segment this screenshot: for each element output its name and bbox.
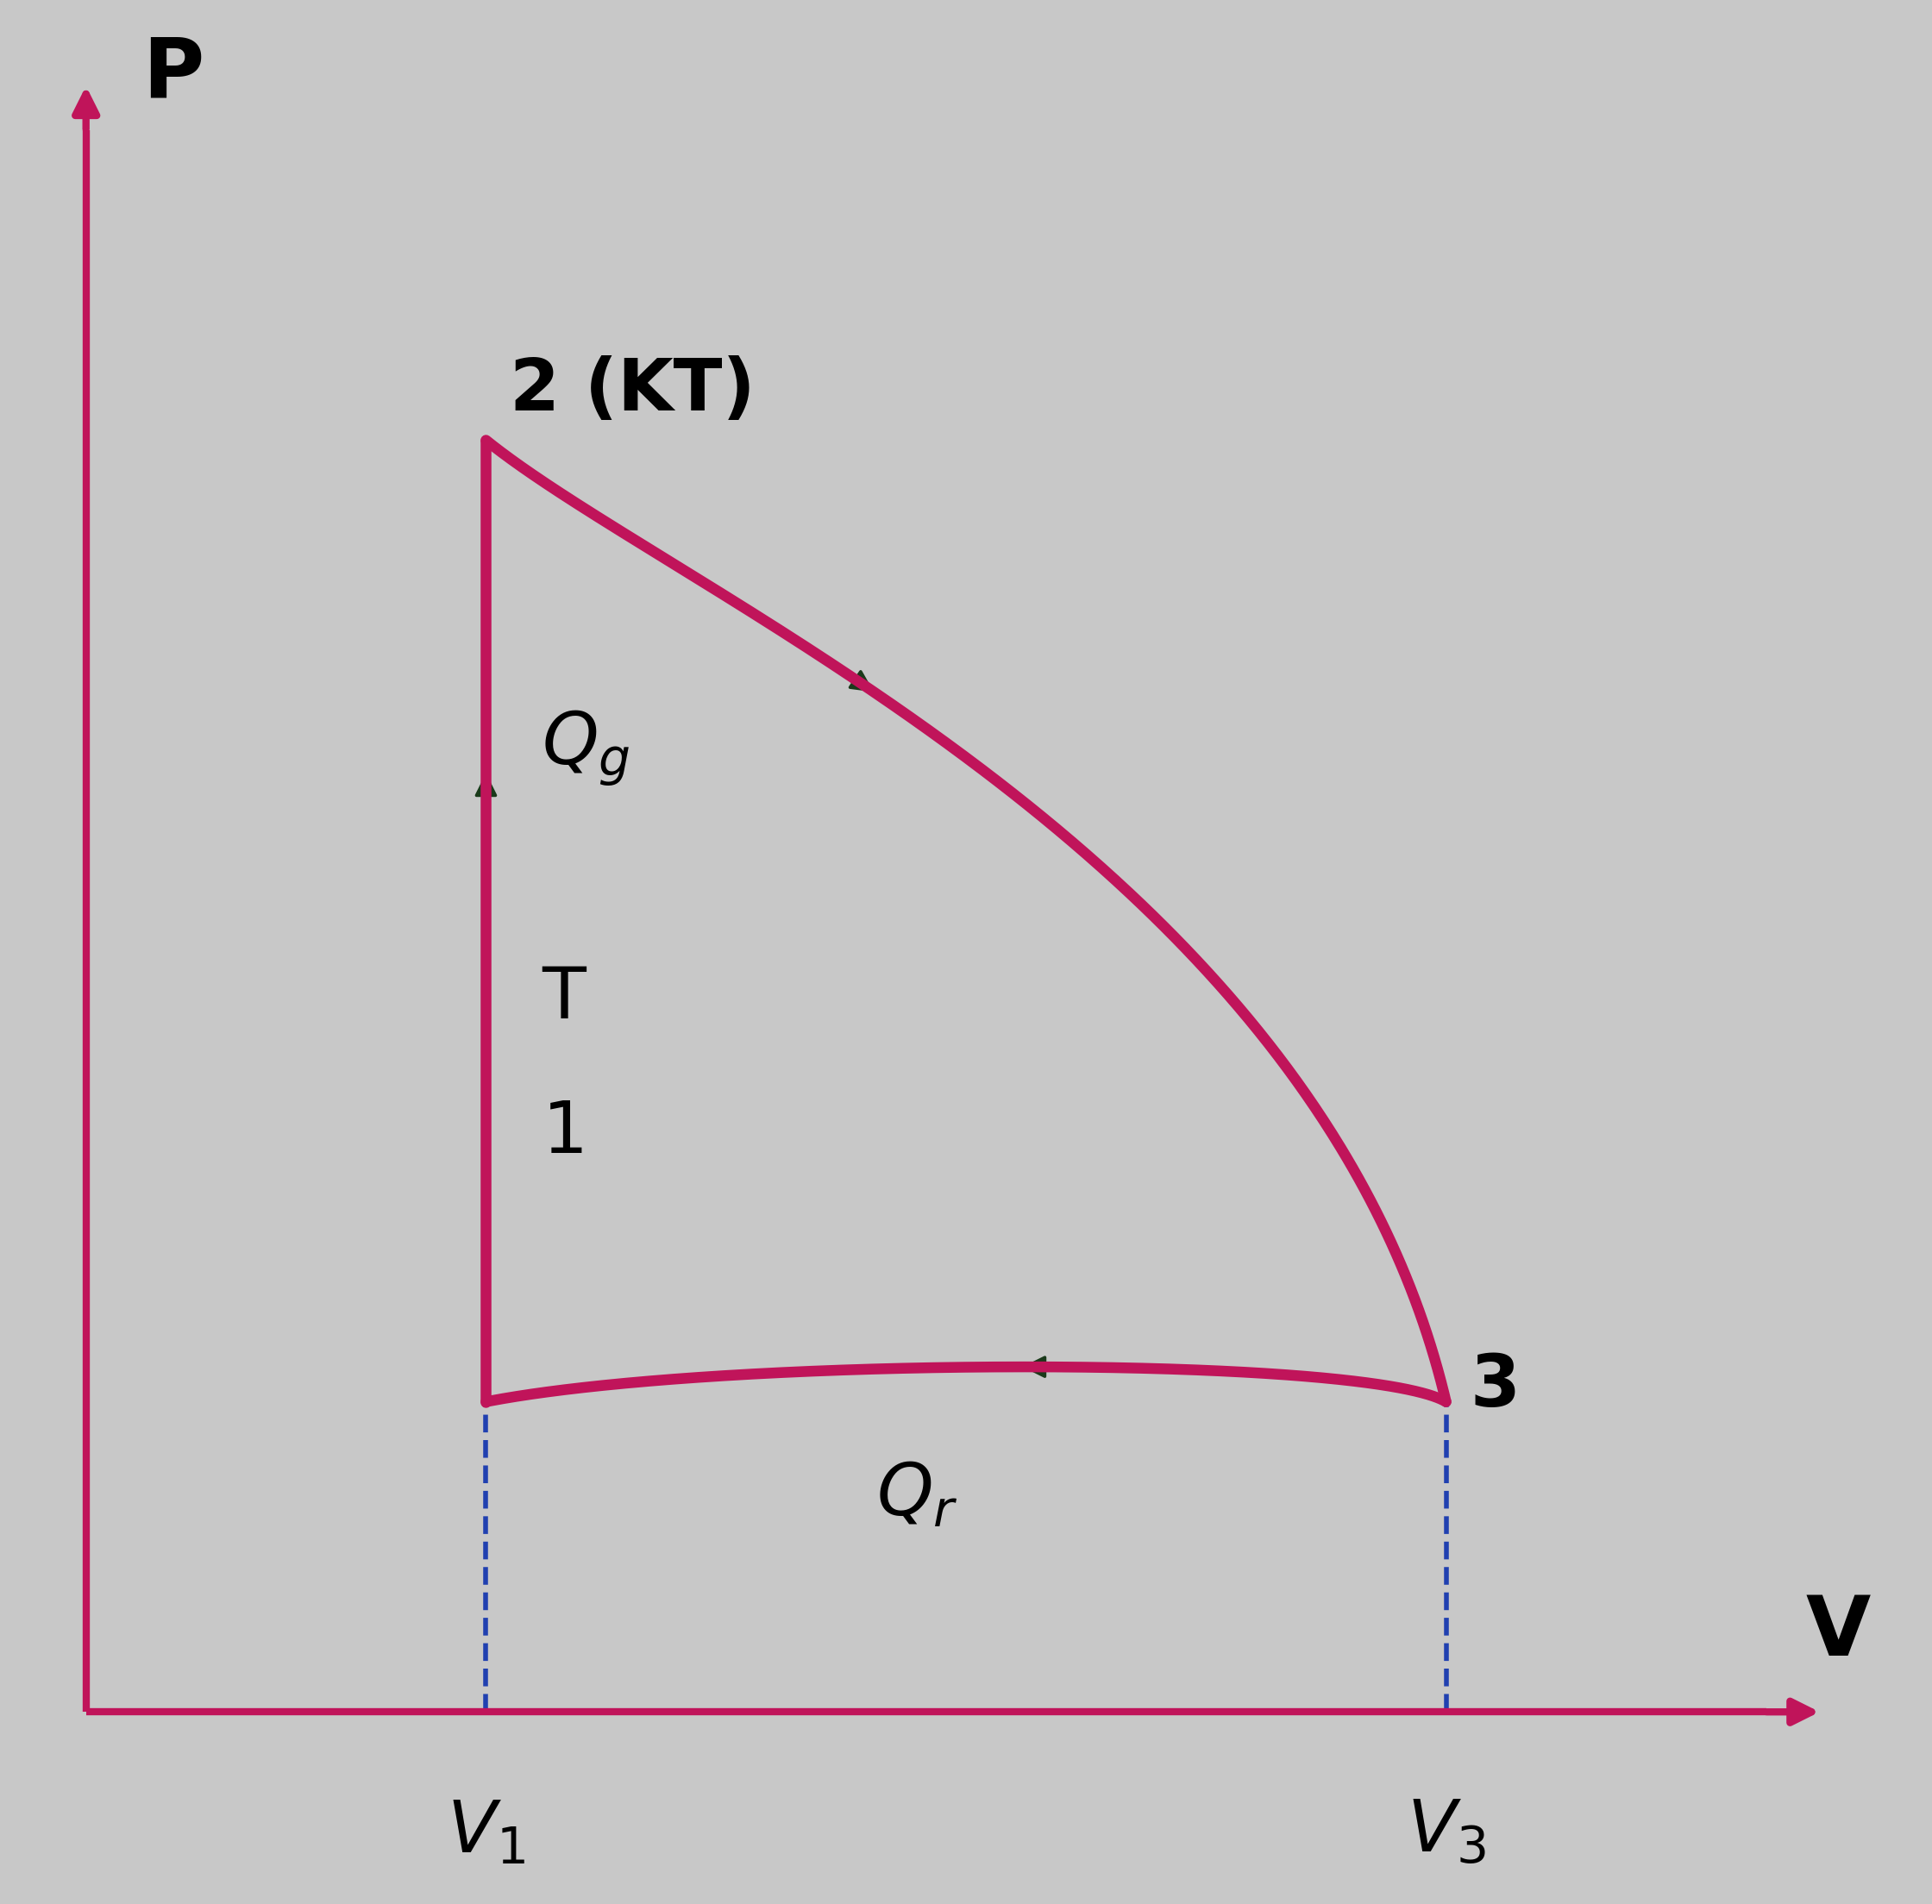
Text: 3: 3 bbox=[1470, 1352, 1520, 1420]
Text: $V_3$: $V_3$ bbox=[1406, 1797, 1486, 1868]
Text: T: T bbox=[543, 963, 585, 1032]
Text: P: P bbox=[141, 34, 203, 114]
Text: 2 (KT): 2 (KT) bbox=[510, 354, 755, 425]
Text: $V_1$: $V_1$ bbox=[446, 1797, 526, 1868]
Text: 1: 1 bbox=[543, 1097, 587, 1167]
Text: V: V bbox=[1806, 1594, 1870, 1674]
Text: $Q_g$: $Q_g$ bbox=[543, 708, 630, 788]
Text: $Q_r$: $Q_r$ bbox=[877, 1460, 958, 1531]
